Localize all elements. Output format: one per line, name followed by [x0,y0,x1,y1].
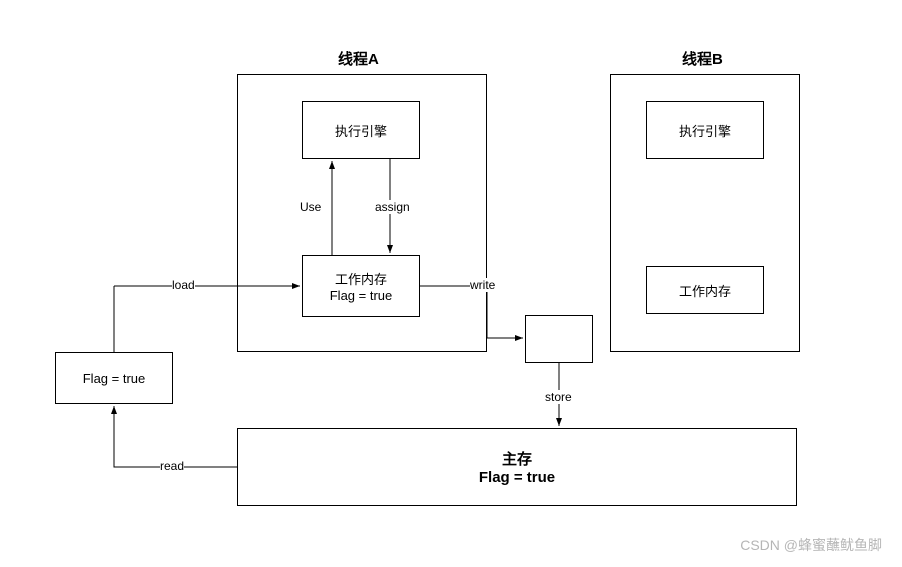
work-memory-b-label: 工作内存 [679,281,731,300]
store-label: store [545,390,572,404]
work-memory-a-label1: 工作内存 [335,269,387,288]
watermark: CSDN @蜂蜜蘸鱿鱼脚 [740,535,882,555]
exec-engine-b-label: 执行引擎 [679,121,731,140]
assign-label: assign [375,200,410,214]
read-label: read [160,459,184,473]
work-memory-b: 工作内存 [646,266,764,314]
exec-engine-b: 执行引擎 [646,101,764,159]
exec-engine-a: 执行引擎 [302,101,420,159]
flag-box: Flag = true [55,352,173,404]
main-memory: 主存 Flag = true [237,428,797,506]
main-memory-label1: 主存 [502,448,532,469]
exec-engine-a-label: 执行引擎 [335,121,387,140]
thread-a-title: 线程A [338,48,379,69]
main-memory-label2: Flag = true [479,469,555,486]
buffer-box [525,315,593,363]
thread-b-title: 线程B [682,48,723,69]
write-label: write [470,278,495,292]
flag-box-label: Flag = true [83,371,146,386]
work-memory-a: 工作内存 Flag = true [302,255,420,317]
work-memory-a-label2: Flag = true [330,288,393,303]
use-label: Use [300,200,321,214]
load-label: load [172,278,195,292]
